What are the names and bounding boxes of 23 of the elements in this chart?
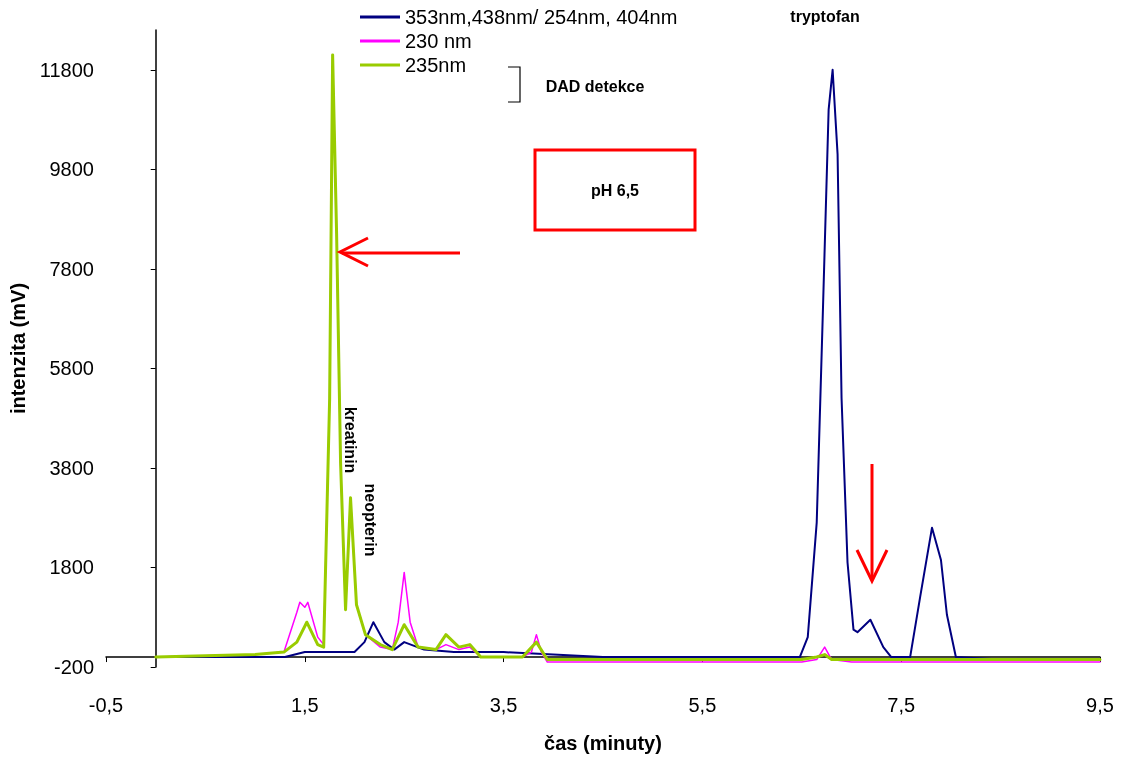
y-tick-label: 9800 — [49, 158, 94, 181]
x-tick-label: -0,5 — [88, 694, 124, 716]
y-tick-label: 7800 — [49, 257, 94, 280]
y-tick-label: -200 — [53, 656, 94, 678]
y-tick-label: 3800 — [49, 456, 94, 479]
annotation: pH 6,5 — [590, 181, 640, 199]
legend-label: 353nm,438nm/ 254nm, 404nm — [405, 6, 678, 28]
annotation: kreatinin — [341, 406, 359, 474]
x-tick-label: 1,5 — [290, 694, 319, 716]
x-tick-label: 5,5 — [688, 694, 717, 716]
x-axis-title: čas (minuty) — [544, 732, 662, 754]
y-tick-label: 5800 — [49, 357, 94, 380]
annotation: neopterin — [361, 483, 379, 557]
text: tryptofan — [790, 7, 860, 25]
legend-label: 235nm — [405, 54, 467, 76]
y-tick-label: 11800 — [39, 58, 94, 81]
x-tick-label: 3,5 — [489, 694, 518, 716]
legend-label: 230 nm — [405, 30, 472, 52]
annotation: DAD detekce — [545, 77, 645, 95]
x-tick-label: 7,5 — [887, 694, 916, 716]
x-tick-label: 9,5 — [1086, 694, 1114, 716]
y-axis-title: intenzita (mV) — [7, 282, 29, 415]
y-tick-label: 1800 — [49, 556, 94, 579]
